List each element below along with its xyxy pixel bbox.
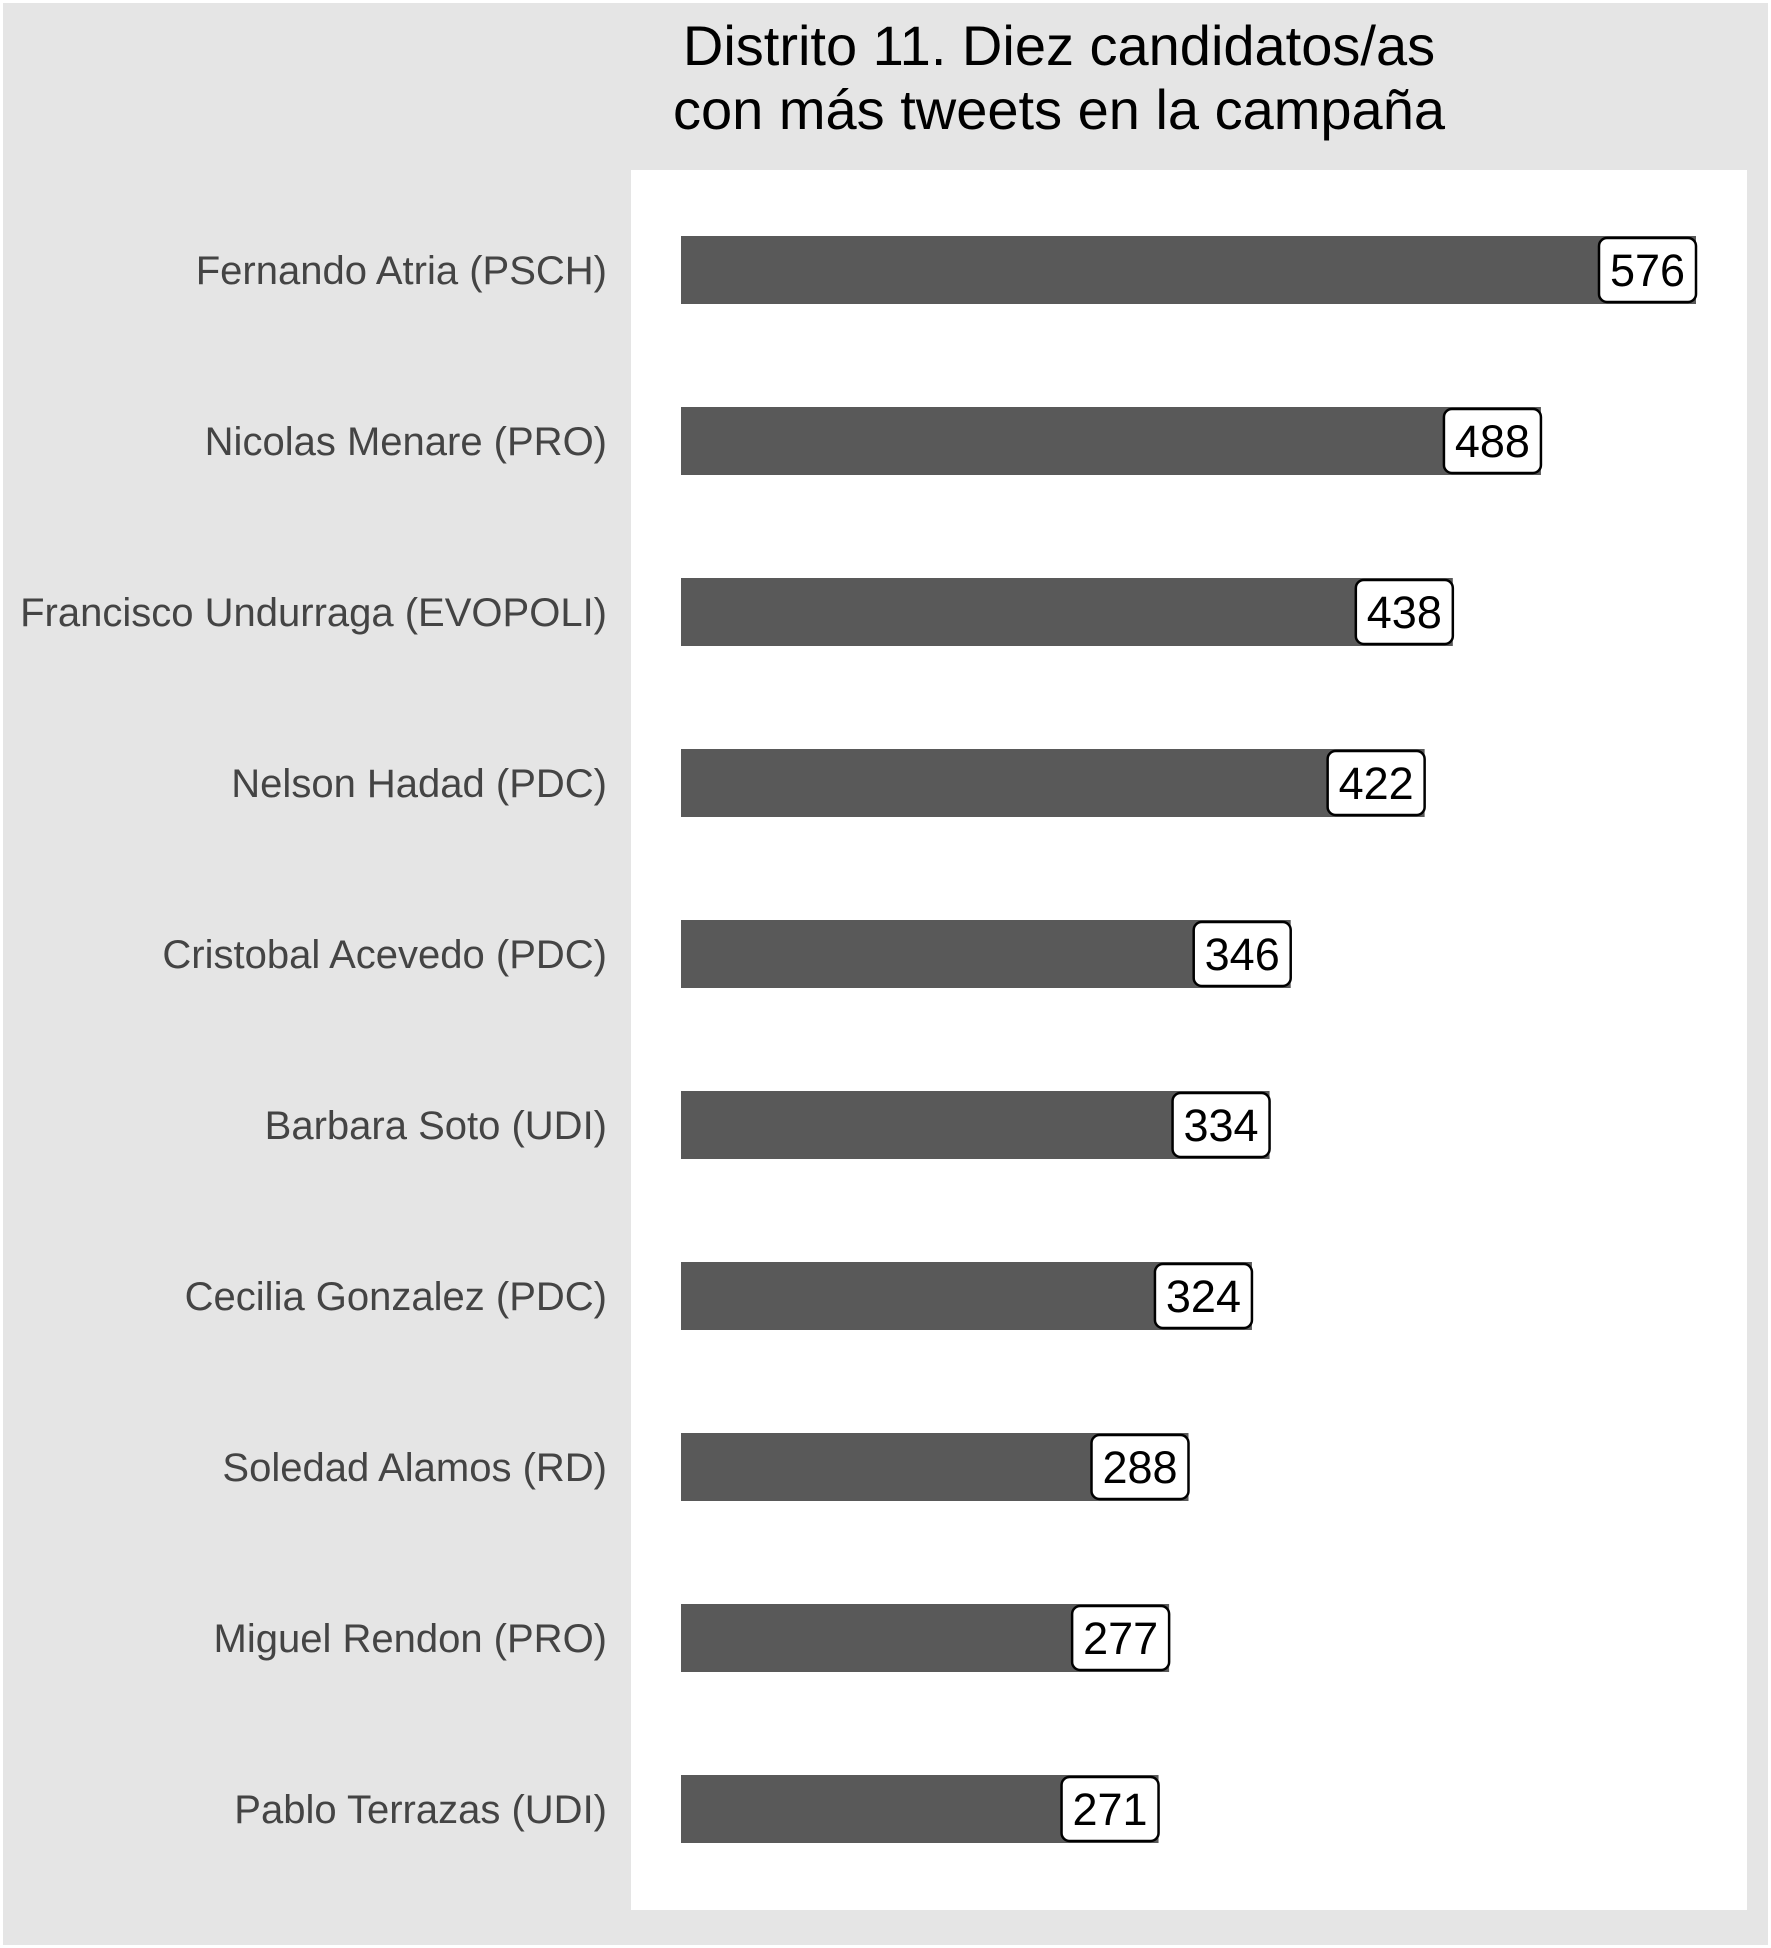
value-label: 334 (1184, 1100, 1259, 1151)
category-label: Soledad Alamos (RD) (222, 1446, 607, 1490)
value-label-box (1354, 578, 1455, 646)
value-labels: 576 488 438 422 346 334 324 288 277 271 (1060, 236, 1698, 1843)
bar (681, 236, 1696, 304)
value-label: 346 (1205, 929, 1280, 980)
bar (681, 920, 1291, 988)
category-label: Francisco Undurraga (EVOPOLI) (20, 591, 607, 635)
category-label: Nicolas Menare (PRO) (205, 420, 607, 464)
value-label-box (1070, 1604, 1171, 1672)
value-label: 422 (1339, 758, 1414, 809)
bar (681, 578, 1453, 646)
value-label: 488 (1455, 416, 1530, 467)
value-label-box (1090, 1433, 1190, 1501)
category-label: Cristobal Acevedo (PDC) (162, 933, 607, 977)
category-label: Miguel Rendon (PRO) (214, 1617, 608, 1661)
bar (681, 407, 1541, 475)
bar (681, 749, 1425, 817)
category-label: Nelson Hadad (PDC) (231, 762, 607, 806)
value-label: 277 (1083, 1613, 1158, 1664)
value-label-box (1060, 1775, 1160, 1843)
value-label: 576 (1610, 245, 1685, 296)
value-label-box (1597, 236, 1698, 304)
value-label: 438 (1367, 587, 1442, 638)
category-label: Barbara Soto (UDI) (265, 1104, 607, 1148)
value-label-box (1326, 749, 1426, 817)
category-labels: Fernando Atria (PSCH) Nicolas Menare (PRO… (20, 249, 607, 1832)
value-label: 271 (1072, 1784, 1147, 1835)
value-label: 288 (1102, 1442, 1177, 1493)
value-label: 324 (1166, 1271, 1241, 1322)
value-label-box (1153, 1262, 1254, 1330)
value-label-box (1171, 1091, 1271, 1159)
category-label: Fernando Atria (PSCH) (196, 249, 607, 293)
category-label: Pablo Terrazas (UDI) (234, 1788, 607, 1832)
value-label-box (1442, 407, 1543, 475)
value-label-box (1192, 920, 1292, 988)
chart-title: Distrito 11. Diez candidatos/as con más … (673, 14, 1445, 141)
category-label: Cecilia Gonzalez (PDC) (185, 1275, 607, 1319)
